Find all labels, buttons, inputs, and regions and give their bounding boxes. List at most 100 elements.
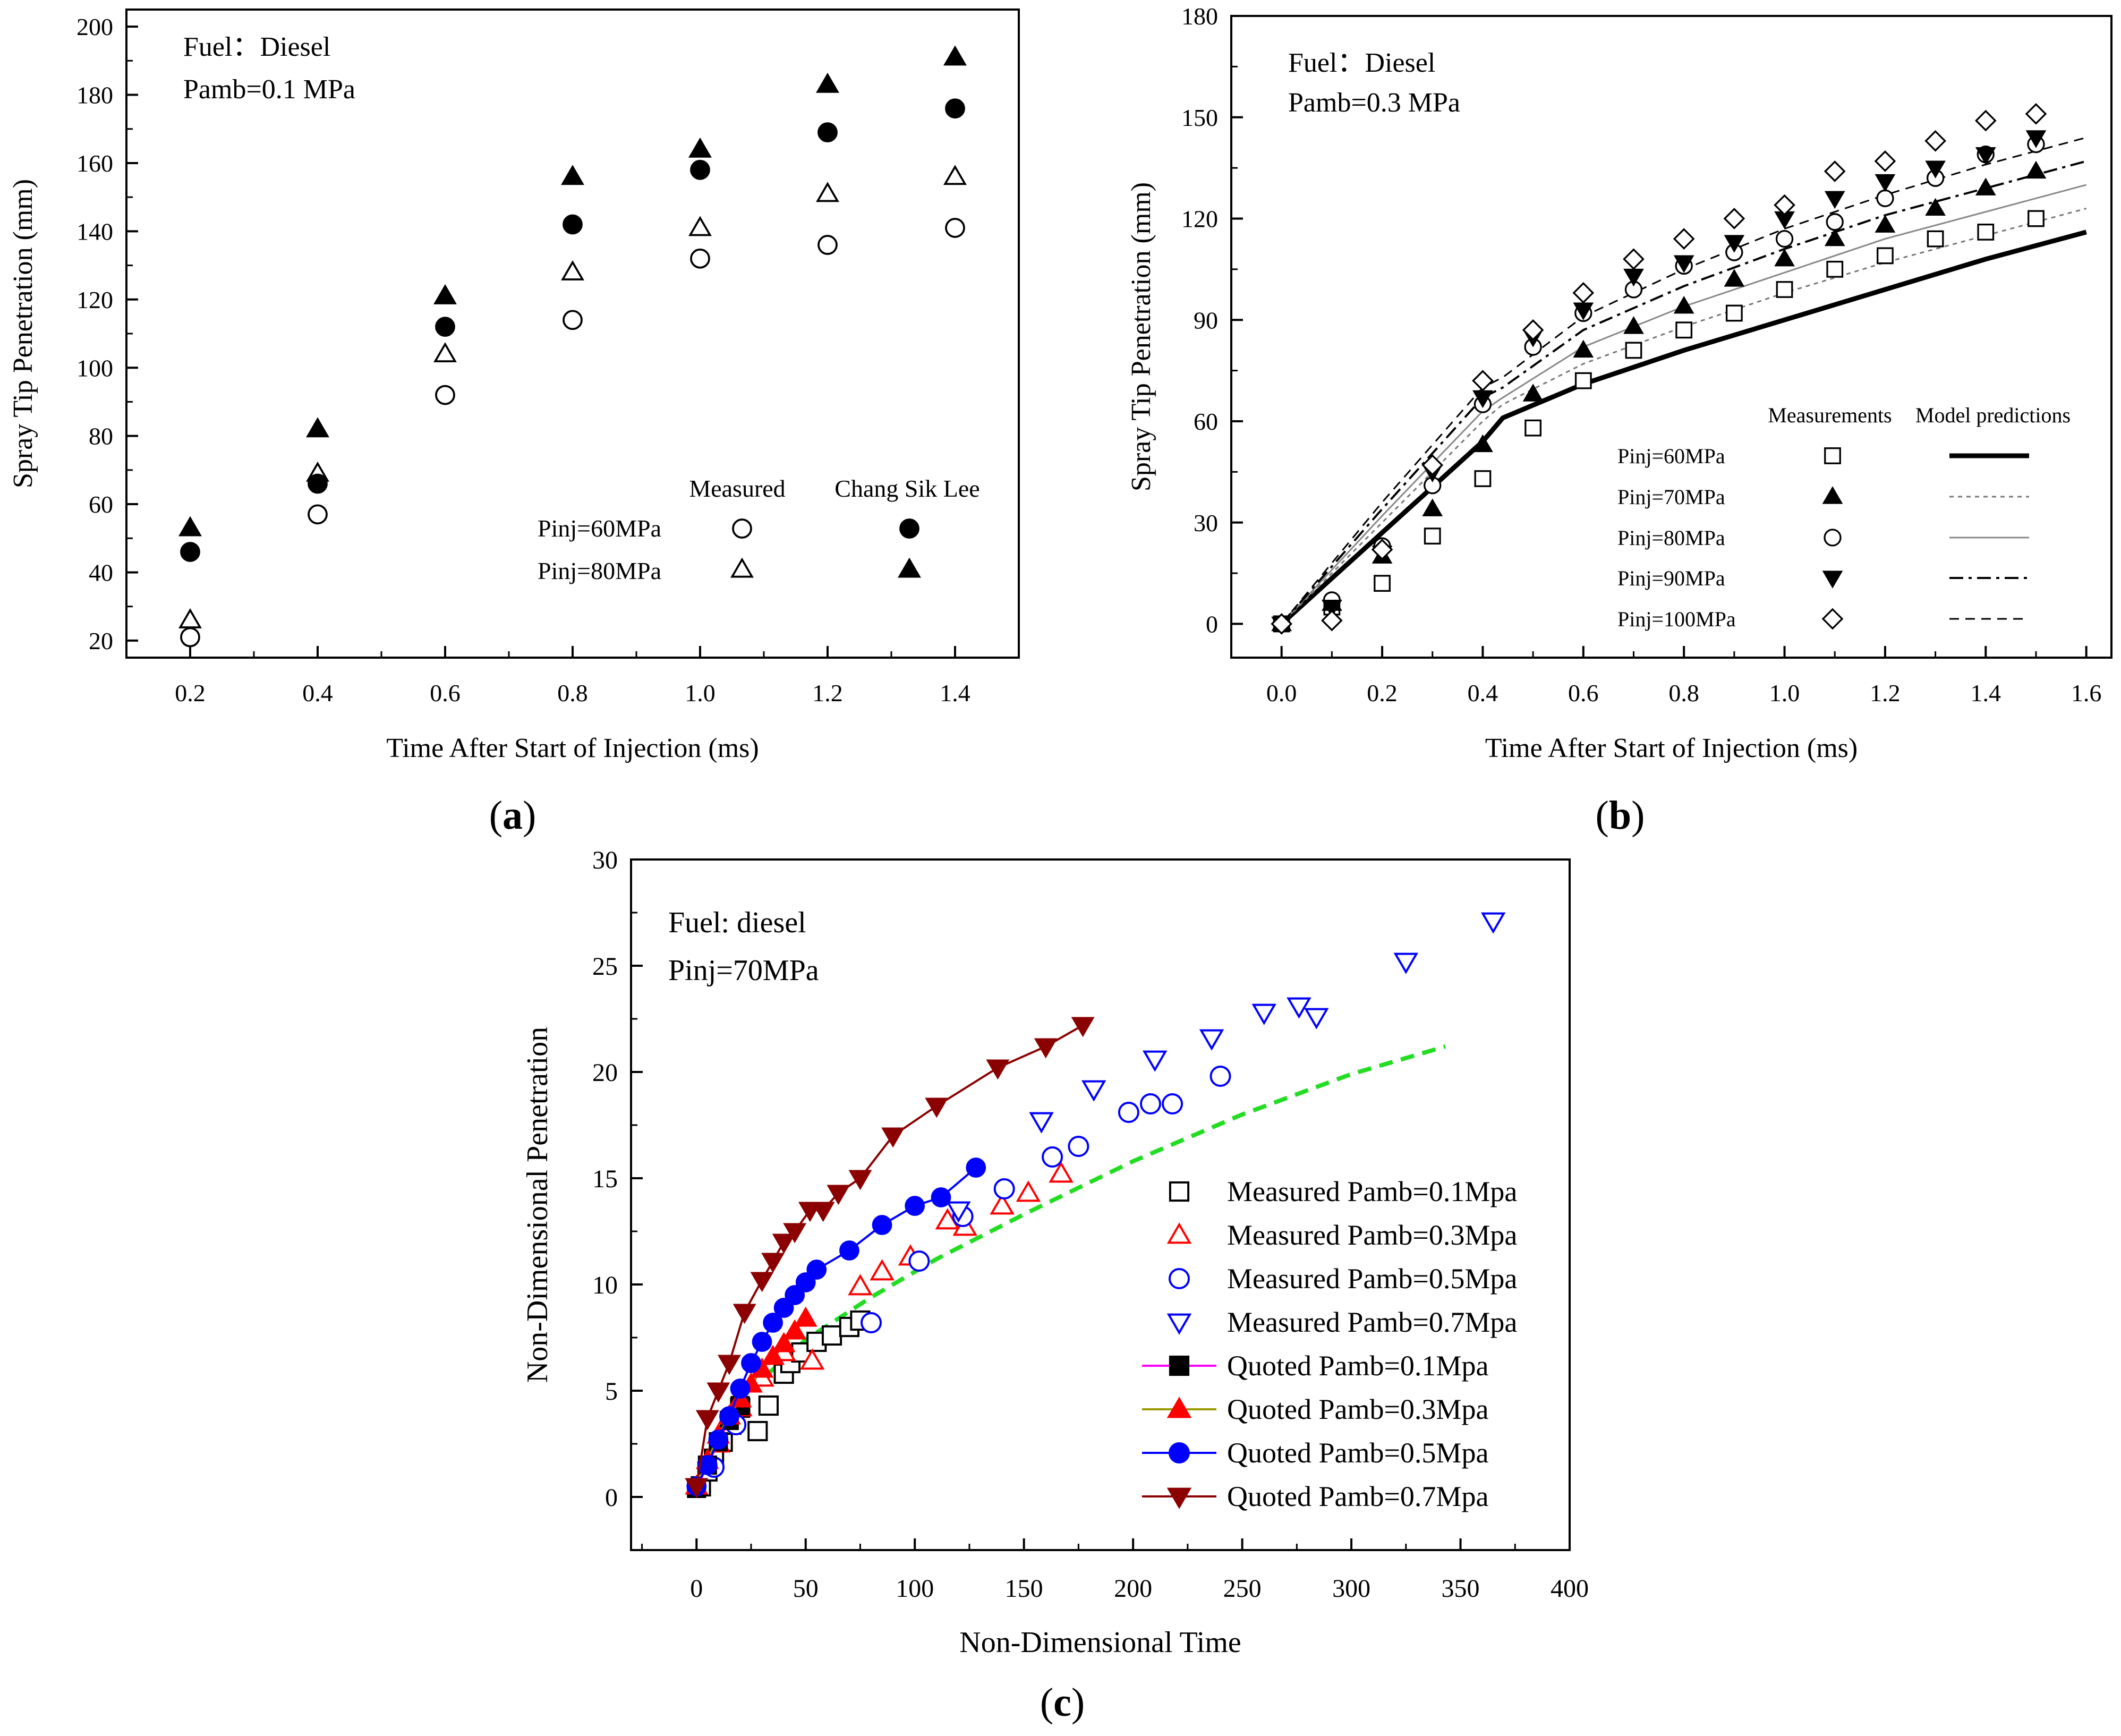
panel-a-x-tick-label: 1.2 — [812, 679, 843, 707]
panel-a-legend-header-measured: Measured — [689, 475, 785, 502]
panel-c-quoted-point — [794, 1306, 817, 1327]
panel-c-quoted-point — [761, 1253, 785, 1273]
panel-a-legend-header-chang-sik-lee: Chang Sik Lee — [834, 475, 979, 502]
panel-c-y-tick-label: 10 — [592, 1271, 618, 1299]
panel-c-measured-point — [758, 1395, 779, 1416]
panel-b-data-point — [1574, 372, 1592, 389]
panel-b-data-point — [1874, 150, 1896, 172]
panel-c-measured-point — [1081, 1080, 1106, 1102]
panel-c-legend-label: Quoted Pamb=0.5Mpa — [1227, 1437, 1488, 1469]
panel-b-data-point — [1421, 454, 1444, 476]
panel-c-quoted-point — [773, 1298, 794, 1318]
panel-c-annotation-fuel: Fuel: diesel — [668, 906, 806, 939]
panel-b-data-point — [1623, 268, 1644, 287]
panel-b-legend-label: Pinj=70MPa — [1617, 485, 1725, 509]
panel-a-annotation-pamb: Pamb=0.1 MPa — [183, 74, 355, 105]
panel-c-measured-point — [1209, 1066, 1231, 1087]
panel-b-x-tick-label: 0.6 — [1568, 679, 1599, 707]
panel-c-legend-marker — [1166, 1222, 1192, 1244]
panel-b-data-point — [1522, 319, 1544, 341]
panel-b-data-point — [1824, 191, 1845, 209]
panel-c-legend-marker — [1166, 1487, 1192, 1509]
panel-b-data-point — [1673, 228, 1695, 250]
panel-b-data-point — [1875, 215, 1896, 233]
panel-b-data-point — [1724, 269, 1745, 287]
panel-c-quoted-point — [772, 1233, 796, 1254]
panel-c-quoted-point — [795, 1272, 816, 1292]
panel-c-measured-point — [1304, 1008, 1329, 1029]
panel-c-y-tick-label: 15 — [592, 1165, 618, 1193]
panel-c-measured-point — [1287, 997, 1311, 1019]
panel-c-measured-point — [747, 1420, 768, 1442]
panel-b-x-tick-label: 1.4 — [1971, 679, 2001, 707]
panel-b-data-point — [1474, 470, 1492, 487]
panel-b-data-point — [1924, 130, 1946, 152]
panel-b-data-point — [1824, 160, 1846, 182]
panel-b-x-tick-label: 0.2 — [1367, 679, 1398, 707]
panel-c-quoted-point — [732, 1304, 756, 1324]
panel-b-data-point — [1673, 255, 1694, 273]
panel-c-x-tick-label: 50 — [793, 1575, 819, 1603]
panel-c-quoted-point — [1071, 1017, 1095, 1037]
panel-c-legend-label: Measured Pamb=0.7Mpa — [1227, 1306, 1517, 1338]
panel-c-legend-label: Measured Pamb=0.5Mpa — [1227, 1263, 1517, 1295]
panel-a-data-point — [688, 137, 712, 158]
panel-label-paren: ( — [1596, 793, 1609, 838]
panel-b-data-point — [1975, 147, 1996, 165]
panel-b-data-point — [1776, 281, 1793, 298]
panel-b-model-line — [1281, 137, 2087, 625]
panel-a-data-point — [178, 516, 202, 537]
panel-b-legend-label: Pinj=80MPa — [1617, 526, 1725, 550]
panel-b-data-point — [1472, 434, 1493, 453]
panel-label-letter: a — [502, 793, 523, 838]
panel-b-y-tick-label: 60 — [1194, 408, 1218, 435]
panel-c-measured-point — [1393, 952, 1419, 974]
panel-b-x-tick-label: 0.4 — [1468, 679, 1498, 707]
panel-a-y-tick-label: 140 — [76, 218, 113, 245]
panel-c-quoted-point — [741, 1353, 761, 1373]
panel-label-letter: c — [1053, 1680, 1071, 1725]
panel-c-quoted-point — [717, 1355, 741, 1375]
panel-c-x-tick-label: 250 — [1223, 1575, 1262, 1603]
panel-b-y-tick-label: 150 — [1181, 104, 1218, 131]
panel-b-data-point — [1725, 304, 1743, 322]
panel-b-legend-label: Pinj=100MPa — [1617, 607, 1736, 631]
panel-b-data-point — [1925, 160, 1946, 178]
panel-b-y-tick-label: 30 — [1194, 509, 1218, 537]
panel-a: 0.2 0.4 0.6 0.8 1.0 1.2 1.4 20 40 60 80 100 120 140 16… — [8, 8, 1020, 838]
panel-label-paren: ( — [489, 793, 502, 838]
panel-a-data-point — [561, 165, 584, 185]
panel-a-x-tick-label: 0.6 — [430, 679, 461, 707]
panel-b-data-point — [1774, 194, 1795, 216]
panel-b-data-point — [1875, 174, 1896, 192]
panel-b-y-tick-label: 90 — [1194, 307, 1218, 334]
panel-a-x-tick-label: 0.8 — [557, 679, 588, 707]
panel-c-x-axis-label: Non-Dimensional Time — [959, 1626, 1241, 1659]
panel-a-y-tick-label: 80 — [89, 423, 113, 450]
panel-b-data-point — [1424, 527, 1441, 545]
panel-c-measured-point — [990, 1193, 1015, 1215]
panel-c-quoted-point — [752, 1332, 772, 1352]
panel-c-quoted-point — [708, 1429, 729, 1450]
panel-c-quoted-point — [925, 1097, 949, 1118]
panel-b-data-point — [1927, 230, 1944, 248]
panel-b-annotation-fuel: Fuel：Diesel — [1288, 48, 1435, 78]
panel-c-legend-label: Quoted Pamb=0.3Mpa — [1227, 1393, 1488, 1425]
panel-a-legend-marker-measured-60 — [732, 518, 752, 539]
panel-b-data-point — [1472, 370, 1494, 392]
panel-b-x-axis-label: Time After Start of Injection (ms) — [1485, 733, 1858, 763]
panel-c-measured-point — [861, 1312, 882, 1333]
panel-c-quoted-point — [785, 1285, 805, 1305]
panel-c-quoted-point — [761, 1344, 785, 1365]
panel-a-data-point — [435, 317, 455, 337]
panel-a-y-tick-label: 180 — [76, 82, 113, 109]
panel-c-measured-point — [1068, 1136, 1089, 1157]
panel-c-measured-point — [806, 1331, 827, 1352]
panel-c-quoted-point — [783, 1223, 807, 1244]
panel-c-legend-marker — [1169, 1442, 1190, 1463]
panel-c-plot-frame — [630, 858, 1571, 1551]
panel-c-x-tick-label: 150 — [1005, 1575, 1043, 1603]
panel-b-legend-marker — [1821, 608, 1844, 630]
panel-a-y-tick-label: 120 — [76, 286, 113, 313]
